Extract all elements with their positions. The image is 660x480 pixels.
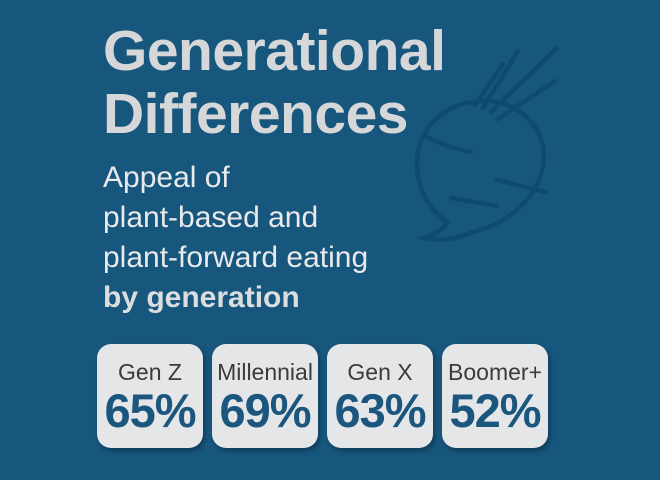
stat-card-value: 69% <box>219 384 311 437</box>
stat-card-millennial: Millennial 69% <box>212 344 318 448</box>
stat-card-value: 52% <box>449 384 541 437</box>
subtitle-bold-line: by generation <box>103 281 300 314</box>
subtitle-line3: plant-forward eating <box>103 241 369 274</box>
stat-card-label: Boomer+ <box>448 359 542 385</box>
stat-card-gen-z: Gen Z 65% <box>97 344 203 448</box>
page-title-line1: Generational <box>103 19 446 83</box>
stat-card-label: Millennial <box>217 359 313 385</box>
stat-card-label: Gen X <box>347 359 413 385</box>
page-subtitle: Appeal of plant-based and plant-forward … <box>103 158 368 318</box>
stat-card-value: 63% <box>334 384 426 437</box>
stat-card-value: 65% <box>104 384 196 437</box>
stat-card-gen-x: Gen X 63% <box>327 344 433 448</box>
subtitle-line2: plant-based and <box>103 201 319 234</box>
page-title: Generational Differences <box>103 19 446 146</box>
generation-cards: Gen Z 65% Millennial 69% Gen X 63% Boome… <box>97 344 548 448</box>
stat-card-boomer: Boomer+ 52% <box>442 344 548 448</box>
page-title-line2: Differences <box>103 82 408 146</box>
subtitle-line1: Appeal of <box>103 161 230 194</box>
stat-card-label: Gen Z <box>118 359 182 385</box>
